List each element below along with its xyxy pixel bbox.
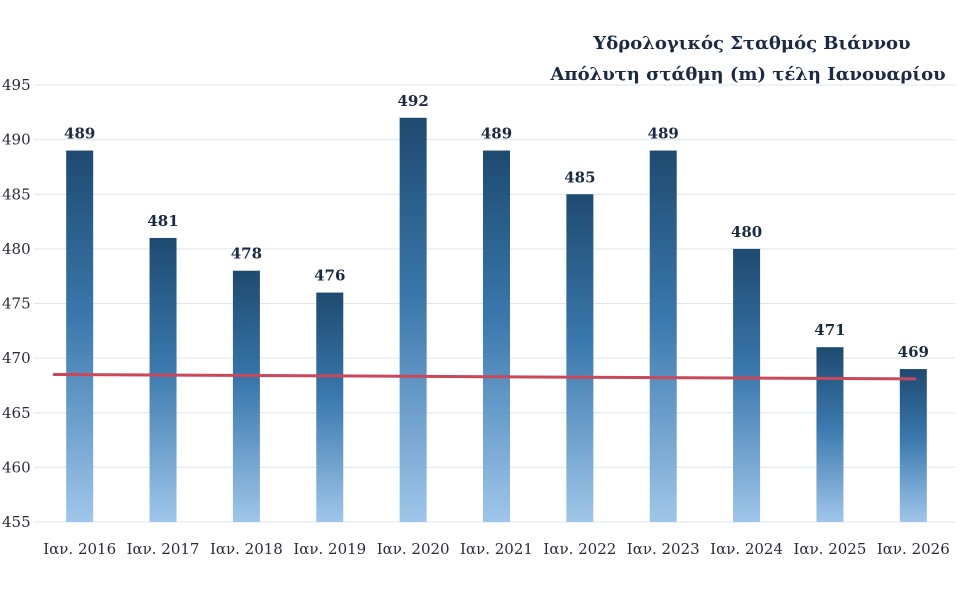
bar	[316, 292, 344, 522]
data-label: 492	[397, 92, 428, 110]
y-tick-label: 485	[2, 185, 31, 203]
data-label: 480	[731, 223, 762, 241]
bar	[232, 270, 260, 522]
x-tick-label: Ιαν. 2024	[710, 540, 783, 558]
y-tick-label: 480	[2, 240, 31, 258]
y-tick-label: 470	[2, 349, 31, 367]
bar	[649, 150, 677, 523]
y-tick-label: 490	[2, 131, 31, 149]
data-label: 471	[814, 321, 845, 339]
chart-title: Υδρολογικός Σταθμός Βιάννου	[592, 33, 910, 54]
y-tick-label: 455	[2, 513, 31, 531]
y-tick-label: 495	[2, 76, 31, 94]
x-tick-label: Ιαν. 2018	[210, 540, 283, 558]
chart-subtitle: Απόλυτη στάθμη (m) τέλη Ιανουαρίου	[549, 64, 945, 85]
x-tick-label: Ιαν. 2026	[877, 540, 950, 558]
x-tick-label: Ιαν. 2022	[543, 540, 616, 558]
x-tick-label: Ιαν. 2019	[293, 540, 366, 558]
reference-line-layer	[52, 373, 917, 381]
bar	[399, 117, 427, 523]
x-axis: Ιαν. 2016 Ιαν. 2017 Ιαν. 2018 Ιαν. 2019 Ιαν.…	[43, 540, 950, 558]
data-label: 478	[231, 245, 262, 263]
bars	[66, 117, 927, 523]
y-tick-label: 460	[2, 458, 31, 476]
x-tick-label: Ιαν. 2023	[627, 540, 700, 558]
bar	[566, 194, 594, 522]
x-tick-label: Ιαν. 2020	[377, 540, 450, 558]
bar	[483, 150, 510, 523]
x-tick-label: Ιαν. 2025	[794, 540, 867, 558]
bar	[816, 347, 844, 522]
bar	[899, 369, 927, 522]
x-tick-label: Ιαν. 2021	[460, 540, 533, 558]
y-axis: 455 460 465 470 475 480 485 490 495	[2, 76, 31, 531]
data-label: 476	[314, 267, 345, 285]
data-label: 489	[64, 125, 95, 143]
data-label: 489	[648, 125, 679, 143]
reference-line	[52, 373, 917, 381]
x-tick-label: Ιαν. 2017	[127, 540, 200, 558]
bar	[149, 237, 177, 522]
bar	[733, 248, 761, 522]
data-label: 469	[898, 343, 929, 361]
x-tick-label: Ιαν. 2016	[43, 540, 116, 558]
data-label: 489	[481, 125, 512, 143]
y-tick-label: 465	[2, 404, 31, 422]
data-label: 481	[147, 212, 178, 230]
data-label: 485	[564, 168, 595, 186]
data-labels: 489 481 478 476 492 489 485 489 480 471 469	[64, 92, 929, 361]
y-tick-label: 475	[2, 295, 31, 313]
bar	[66, 150, 94, 523]
